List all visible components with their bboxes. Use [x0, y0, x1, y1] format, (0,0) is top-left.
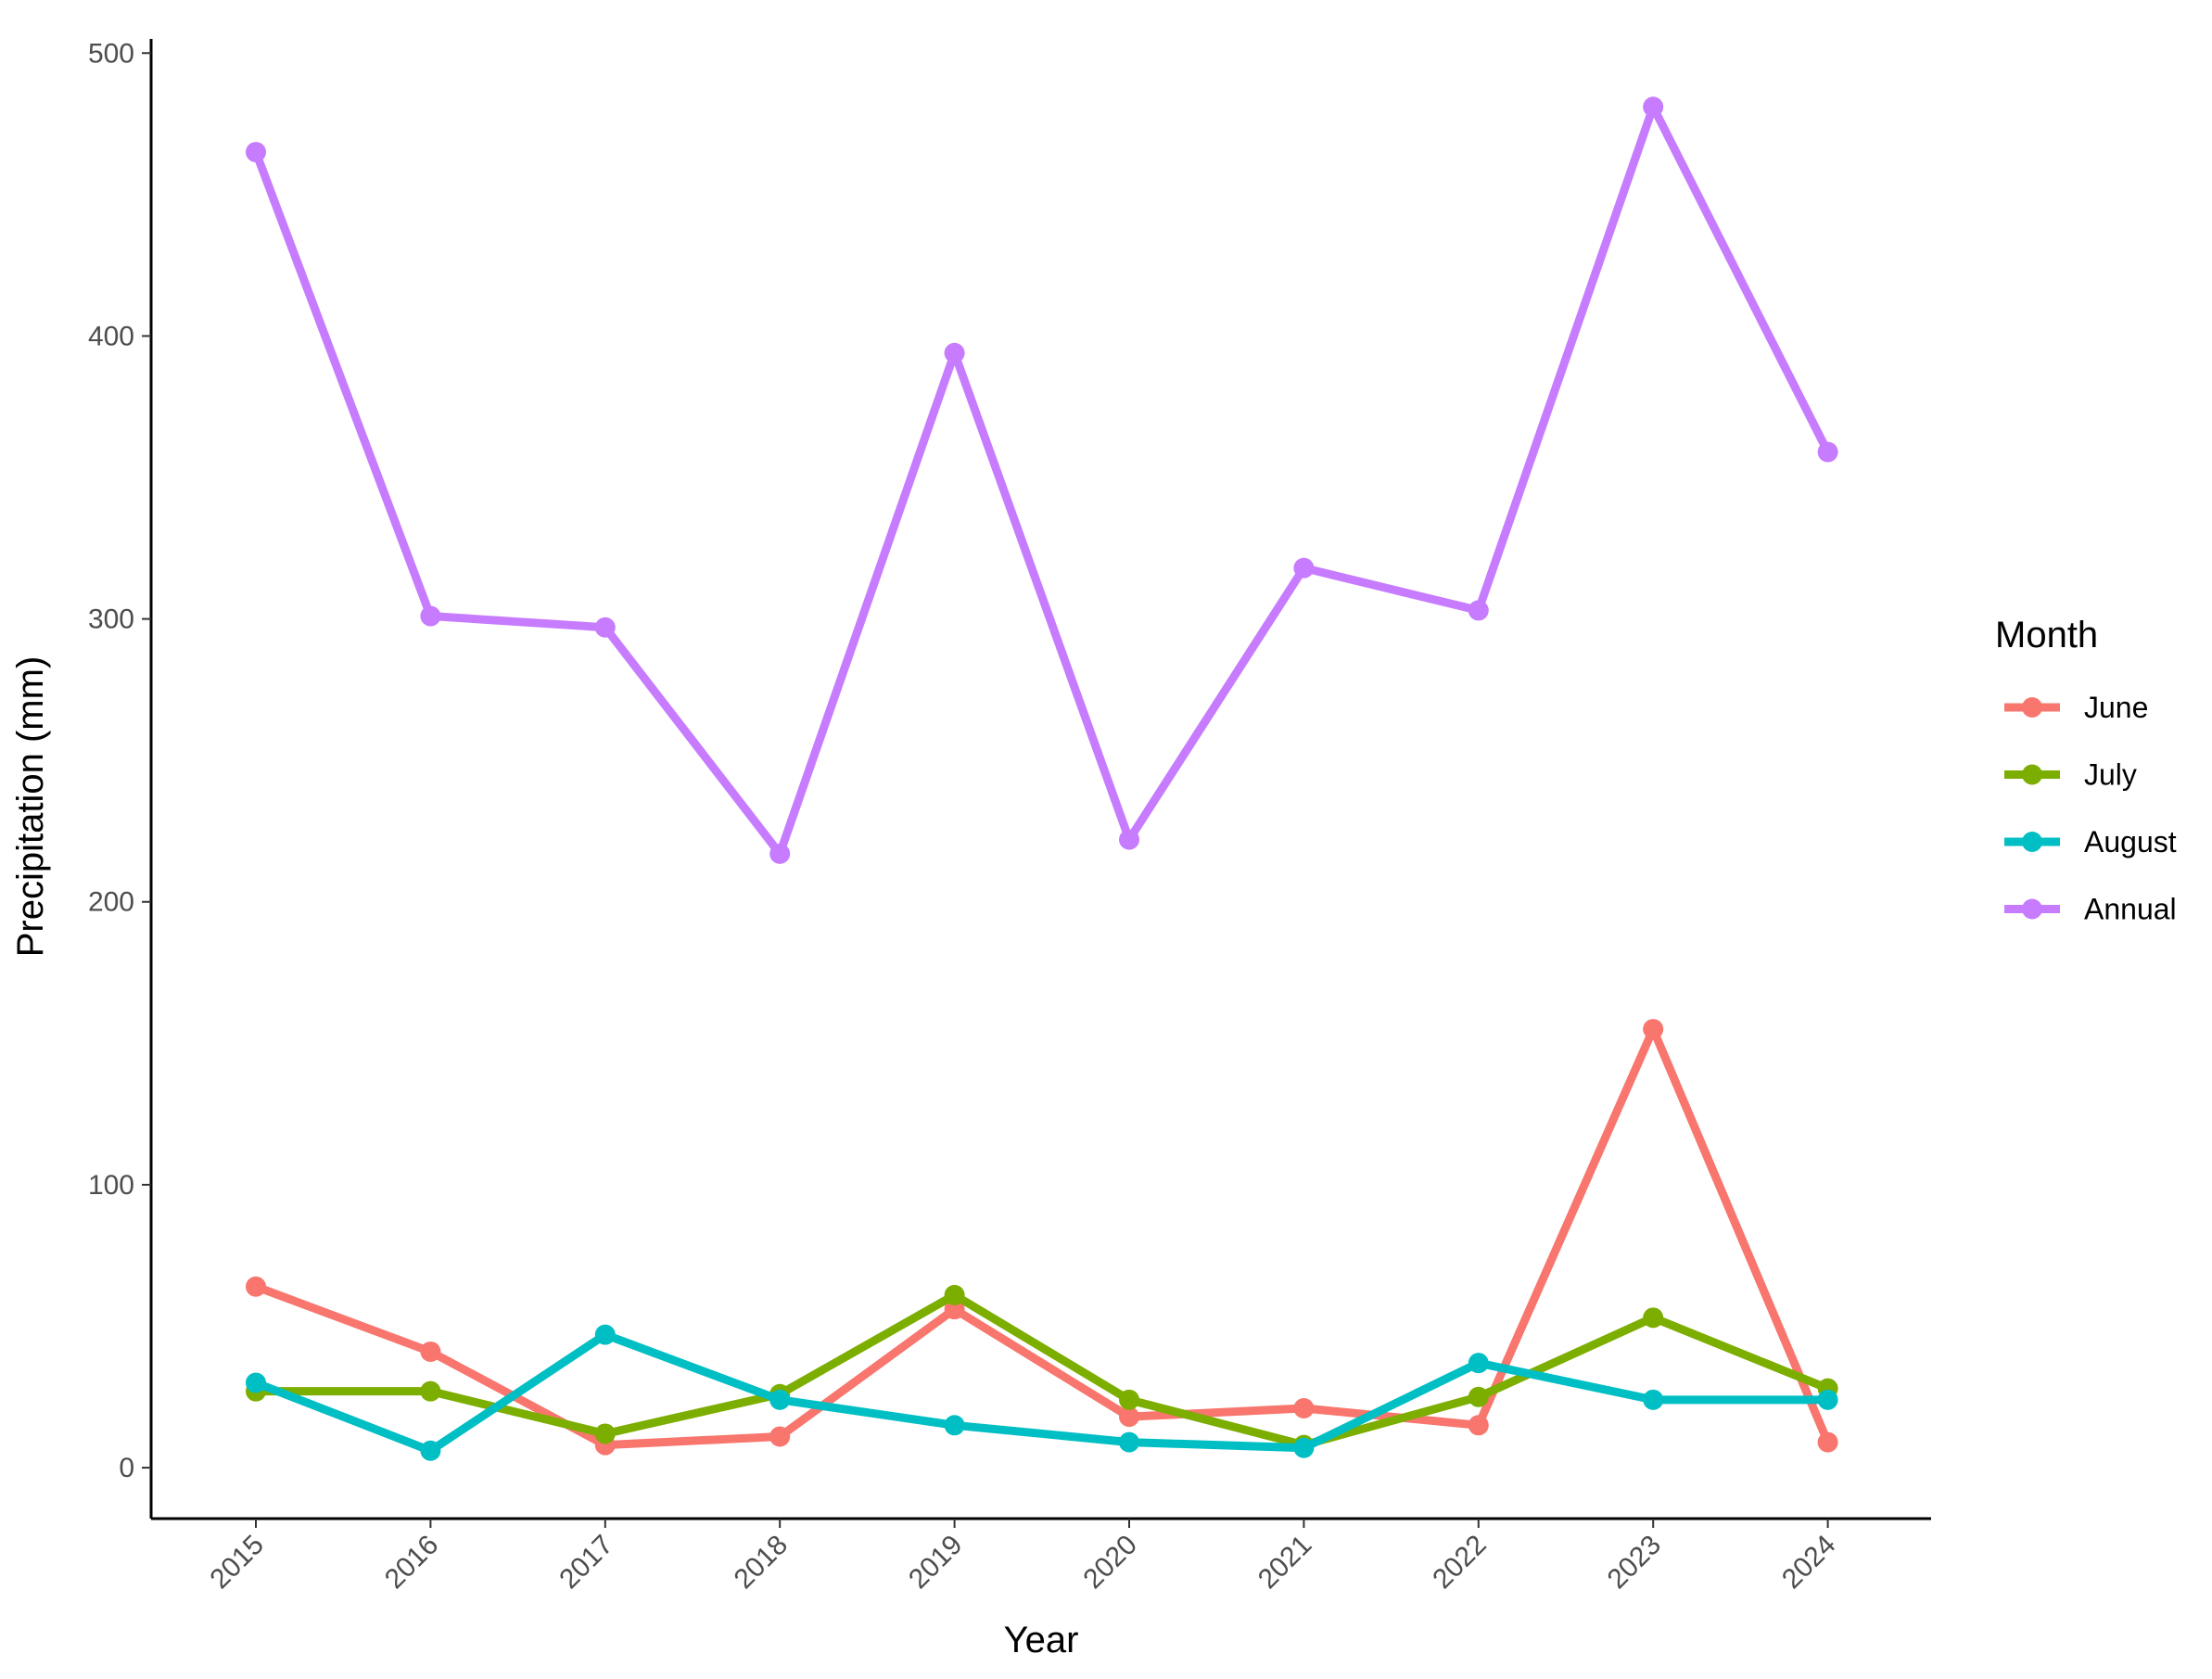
series-line-june [251, 1024, 1833, 1450]
legend-title: Month [1995, 615, 2098, 655]
data-point-july [1119, 1389, 1139, 1410]
y-axis-title: Precipitation (mm) [10, 656, 51, 958]
x-tick-label: 2017 [553, 1530, 619, 1596]
legend-label-june: June [2084, 691, 2148, 724]
y-tick-label: 500 [88, 38, 134, 69]
data-point-annual [246, 142, 266, 163]
data-point-august [594, 1324, 616, 1345]
series-line-annual [251, 102, 1833, 859]
data-point-june [944, 1299, 965, 1320]
data-point-july [1468, 1386, 1489, 1407]
data-point-annual [594, 617, 616, 638]
x-tick-label: 2015 [204, 1530, 270, 1596]
data-point-august [1468, 1353, 1489, 1374]
legend-marker-july [2022, 764, 2042, 785]
x-tick-label: 2019 [903, 1530, 969, 1596]
legend-marker-annual [2022, 898, 2042, 920]
legend-marker-august [2022, 832, 2042, 852]
data-point-august [944, 1415, 965, 1436]
x-tick-label: 2018 [729, 1530, 795, 1596]
legend-label-august: August [2084, 825, 2177, 859]
data-point-june [1119, 1406, 1139, 1428]
x-tick-label: 2021 [1252, 1530, 1318, 1596]
data-point-august [1817, 1389, 1838, 1410]
series-line-august [251, 1330, 1833, 1456]
x-tick-label: 2016 [379, 1530, 445, 1596]
data-point-july [594, 1423, 616, 1444]
data-point-annual [1119, 829, 1139, 850]
data-point-june [1817, 1431, 1838, 1453]
data-point-august [420, 1440, 441, 1461]
data-point-annual [1643, 96, 1664, 118]
data-point-august [1643, 1389, 1664, 1410]
data-point-june [769, 1426, 791, 1447]
data-point-august [1119, 1431, 1139, 1453]
data-point-annual [420, 605, 441, 627]
x-tick-label: 2020 [1077, 1530, 1143, 1596]
axes: 0 100 200 300 400 500 2015 2016 2017 2018 2019 2020… [88, 38, 1931, 1595]
plot-area [246, 96, 1838, 1461]
data-point-annual [1293, 557, 1315, 579]
legend-label-annual: Annual [2084, 893, 2177, 926]
data-point-august [769, 1389, 791, 1410]
x-tick-label: 2023 [1602, 1530, 1668, 1596]
data-point-july [944, 1284, 965, 1305]
y-tick-label: 300 [88, 604, 134, 635]
data-point-june [1468, 1415, 1489, 1436]
x-tick-label: 2022 [1427, 1530, 1493, 1596]
data-point-june [246, 1276, 266, 1297]
data-point-august [1293, 1437, 1315, 1458]
data-point-august [246, 1372, 266, 1393]
x-tick-label: 2024 [1776, 1530, 1842, 1596]
data-point-june [1293, 1397, 1315, 1418]
y-tick-label: 200 [88, 887, 134, 918]
data-point-annual [769, 843, 791, 864]
data-point-annual [1468, 600, 1489, 621]
y-tick-label: 100 [88, 1170, 134, 1201]
legend-marker-june [2022, 697, 2042, 718]
data-point-june [1643, 1019, 1664, 1040]
legend-label-july: July [2084, 758, 2137, 792]
data-point-annual [1817, 441, 1838, 463]
data-point-june [420, 1341, 441, 1362]
data-point-july [420, 1380, 441, 1402]
y-tick-label: 400 [88, 321, 134, 351]
x-axis-title: Year [1004, 1620, 1079, 1660]
data-point-annual [944, 342, 965, 363]
y-tick-label: 0 [119, 1453, 134, 1483]
legend: Month June July August Annual [1995, 615, 2177, 926]
data-point-july [1643, 1307, 1664, 1329]
series-line-july [251, 1291, 1833, 1450]
